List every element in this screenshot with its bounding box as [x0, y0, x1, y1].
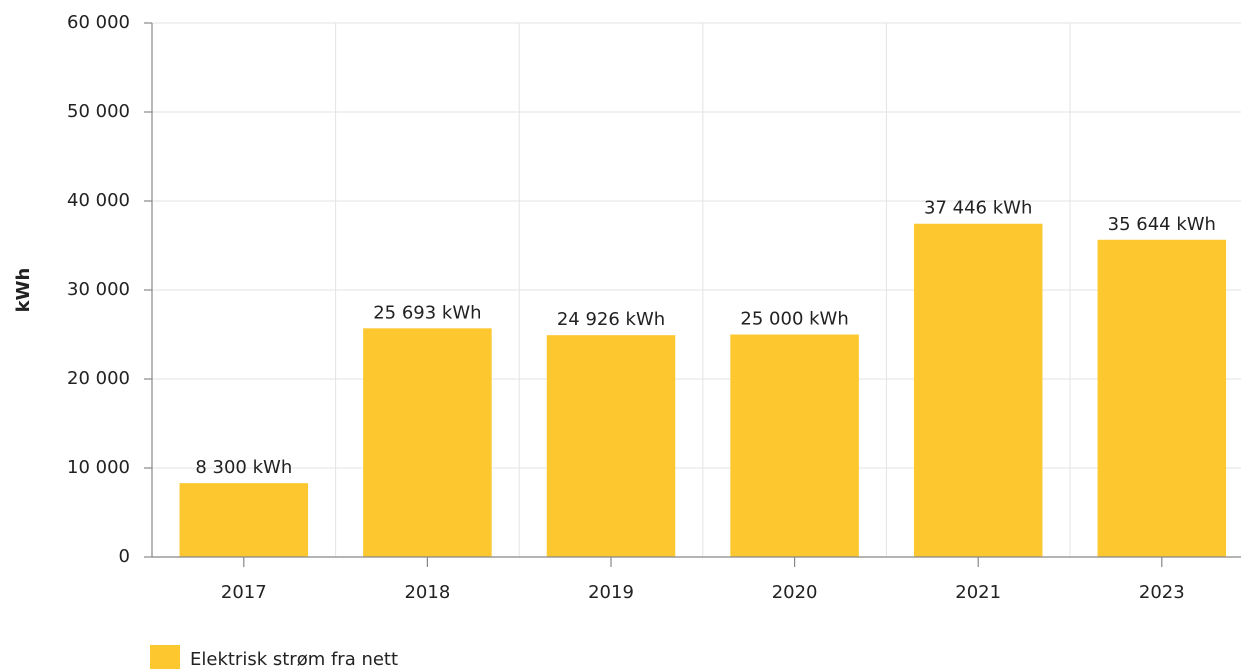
y-tick-label: 20 000 — [67, 368, 130, 389]
bar — [913, 223, 1043, 558]
y-tick-label: 40 000 — [67, 190, 130, 211]
bar — [546, 335, 676, 557]
data-label: 35 644 kWh — [1108, 214, 1216, 235]
data-label: 25 000 kWh — [740, 309, 848, 330]
y-tick-label: 60 000 — [67, 12, 130, 33]
bar — [1097, 239, 1227, 557]
y-axis-label: kWh — [13, 268, 34, 313]
y-tick-label: 10 000 — [67, 457, 130, 478]
legend-swatch — [150, 645, 180, 669]
data-label: 8 300 kWh — [195, 457, 292, 478]
legend-label: Elektrisk strøm fra nett — [190, 649, 398, 669]
bar — [179, 483, 309, 557]
x-tick-label: 2019 — [588, 582, 634, 603]
bar — [363, 328, 492, 557]
data-label: 37 446 kWh — [924, 198, 1032, 219]
y-tick-label: 30 000 — [67, 279, 130, 300]
x-tick-label: 2023 — [1139, 582, 1185, 603]
y-tick-label: 50 000 — [67, 101, 130, 122]
data-label: 24 926 kWh — [557, 309, 665, 330]
bar — [730, 334, 859, 557]
x-tick-label: 2021 — [955, 582, 1001, 603]
data-label: 25 693 kWh — [373, 302, 481, 323]
y-tick-label: 0 — [119, 546, 130, 567]
x-tick-label: 2017 — [221, 582, 267, 603]
x-tick-label: 2020 — [772, 582, 818, 603]
x-tick-label: 2018 — [404, 582, 450, 603]
